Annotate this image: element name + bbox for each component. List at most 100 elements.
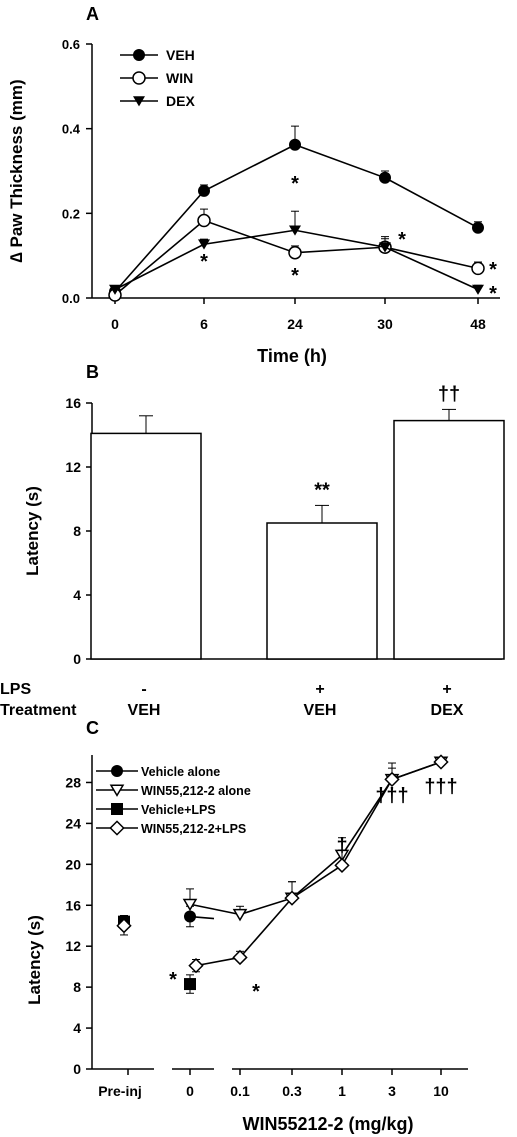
b-bar xyxy=(90,432,202,660)
c-series-segment xyxy=(239,897,293,958)
a-point xyxy=(289,225,301,236)
c-x-tick-label: 10 xyxy=(433,1083,449,1099)
chart-a: 0.00.20.40.6 0 6 24 30 48 ****** ∆ Paw Thick… xyxy=(7,37,500,366)
a-significance-mark: * xyxy=(291,265,299,287)
b-condition-value: VEH xyxy=(128,702,161,719)
c-y-axis-label: Latency (s) xyxy=(25,915,44,1005)
c-significance-mark: * xyxy=(252,981,260,1003)
a-significance-mark: * xyxy=(291,173,299,195)
c-series-segment xyxy=(189,903,241,916)
c-series-segment xyxy=(291,854,343,899)
c-point xyxy=(188,957,204,974)
b-condition-value: DEX xyxy=(431,702,464,719)
a-legend: VEH WIN DEX xyxy=(120,47,195,109)
a-annotations: ****** xyxy=(200,173,497,305)
a-legend-marker xyxy=(133,96,145,107)
c-x-tick-label: 1 xyxy=(338,1083,346,1099)
c-y-tick-label: 4 xyxy=(73,1020,81,1036)
b-y-tick-label: 12 xyxy=(65,459,81,475)
c-legend-label: WIN55,212-2 alone xyxy=(141,784,251,798)
b-condition-row-label: LPS xyxy=(0,681,31,698)
c-legend-marker xyxy=(111,765,123,777)
a-point xyxy=(289,138,301,151)
a-x-axis-label: Time (h) xyxy=(257,346,327,366)
c-x-tick-label: 0 xyxy=(186,1083,194,1099)
c-y-tick-label: 20 xyxy=(65,856,81,872)
a-y-tick-label: 0.4 xyxy=(62,122,81,137)
a-legend-label: VEH xyxy=(166,47,195,63)
b-error-bar xyxy=(139,415,153,434)
b-condition-value: VEH xyxy=(304,702,337,719)
a-point xyxy=(379,242,391,253)
c-point xyxy=(232,949,248,966)
b-condition-table: LPS - + + Treatment VEH VEH DEX xyxy=(0,681,464,719)
c-x-tick-label: 0.3 xyxy=(282,1083,302,1099)
b-bar-label: ** xyxy=(314,479,330,501)
c-series-segment xyxy=(195,956,241,967)
b-y-tick-label: 16 xyxy=(65,395,81,411)
c-legend-label: WIN55,212-2+LPS xyxy=(141,822,246,836)
a-series-dex xyxy=(109,210,484,295)
a-x-ticks: 0 6 24 30 48 xyxy=(111,298,486,332)
c-point xyxy=(232,908,248,922)
c-point xyxy=(384,771,400,788)
a-x-tick-label: 6 xyxy=(200,316,208,332)
c-x-tick-label: 3 xyxy=(388,1083,396,1099)
c-axes xyxy=(91,755,468,1070)
b-error-bar xyxy=(442,408,456,421)
c-point xyxy=(284,890,300,906)
b-bar-label: †† xyxy=(438,383,460,405)
c-y-tick-label: 28 xyxy=(65,774,81,790)
b-bar-group xyxy=(90,415,202,660)
panel-letter-b: B xyxy=(86,362,99,382)
panel-letter-c: C xyxy=(86,718,99,738)
c-x-axis-label: WIN55212-2 (mg/kg) xyxy=(242,1114,413,1134)
c-point xyxy=(116,918,132,934)
c-series-segment xyxy=(291,864,343,899)
c-significance-mark: † xyxy=(336,835,347,857)
c-series-segment xyxy=(391,761,442,781)
c-series-segment xyxy=(341,778,393,866)
a-y-tick-label: 0.0 xyxy=(62,291,80,306)
b-error-bar xyxy=(315,504,329,523)
a-point xyxy=(288,245,302,260)
c-y-ticks: 0 4 8 12 16 20 24 28 xyxy=(65,774,92,1077)
a-x-tick-label: 0 xyxy=(111,316,119,332)
c-legend-marker xyxy=(109,820,125,836)
b-condition-value: + xyxy=(442,681,451,698)
b-y-tick-label: 0 xyxy=(73,651,81,667)
c-x-ticks: Pre-inj 0 0.1 0.3 1 3 10 xyxy=(98,1069,449,1099)
c-y-tick-label: 0 xyxy=(73,1061,81,1077)
b-y-tick-label: 4 xyxy=(73,587,81,603)
c-point xyxy=(334,857,350,874)
a-y-tick-label: 0.2 xyxy=(62,206,80,221)
c-x-tick-label: 0.1 xyxy=(230,1083,250,1099)
a-point xyxy=(109,284,121,295)
a-significance-mark: * xyxy=(489,259,497,281)
a-x-tick-label: 48 xyxy=(470,316,486,332)
c-series-3 xyxy=(116,754,449,974)
panel-letter-a: A xyxy=(86,4,99,24)
b-plot-area: ** †† xyxy=(90,383,505,660)
a-point xyxy=(198,184,210,197)
b-bar-group: †† xyxy=(393,383,505,660)
c-point xyxy=(182,898,198,912)
b-y-ticks: 0 4 8 12 16 xyxy=(65,395,92,667)
c-y-tick-label: 12 xyxy=(65,938,81,954)
b-condition-value: - xyxy=(141,681,146,698)
a-point xyxy=(472,221,484,234)
c-series-1 xyxy=(182,756,449,922)
c-point xyxy=(184,978,196,991)
a-y-axis-label: ∆ Paw Thickness (mm) xyxy=(7,79,26,262)
c-annotations: **†††† ††† xyxy=(169,776,458,1003)
b-bar-group: ** xyxy=(266,479,378,660)
a-significance-mark: * xyxy=(200,251,208,273)
c-legend-marker xyxy=(109,784,125,797)
a-legend-label: DEX xyxy=(166,93,195,109)
a-point xyxy=(379,171,391,184)
c-point xyxy=(433,754,449,770)
a-legend-label: WIN xyxy=(166,70,193,86)
c-significance-mark: ††† xyxy=(375,785,408,807)
